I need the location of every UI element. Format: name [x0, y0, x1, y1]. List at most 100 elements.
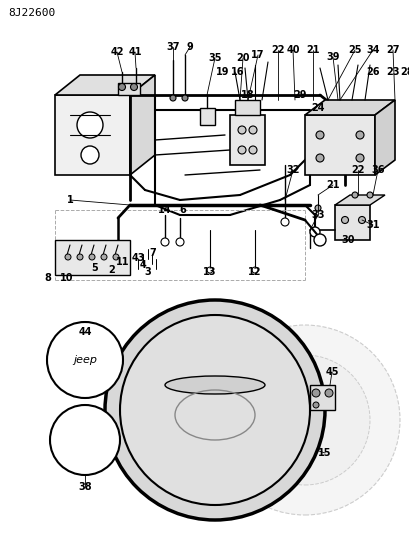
Text: 7: 7 — [149, 248, 156, 258]
Polygon shape — [304, 115, 374, 175]
Polygon shape — [229, 115, 264, 165]
Text: 34: 34 — [365, 45, 379, 55]
Circle shape — [81, 146, 99, 164]
Circle shape — [101, 254, 107, 260]
Polygon shape — [374, 100, 394, 175]
Circle shape — [237, 126, 245, 134]
Text: 27: 27 — [385, 45, 399, 55]
Polygon shape — [118, 83, 139, 95]
Polygon shape — [55, 95, 130, 175]
Text: 21: 21 — [306, 45, 319, 55]
Text: 38: 38 — [78, 482, 92, 492]
Polygon shape — [55, 240, 130, 275]
Circle shape — [324, 389, 332, 397]
Polygon shape — [130, 75, 155, 175]
Text: 45: 45 — [324, 367, 338, 377]
Circle shape — [47, 322, 123, 398]
Text: 42: 42 — [110, 47, 124, 57]
Circle shape — [314, 205, 320, 211]
Circle shape — [77, 112, 103, 138]
Circle shape — [248, 146, 256, 154]
Circle shape — [113, 254, 119, 260]
Text: 1: 1 — [66, 195, 73, 205]
Text: 9: 9 — [186, 42, 193, 52]
Circle shape — [355, 131, 363, 139]
Text: 15: 15 — [317, 448, 331, 458]
Text: 39: 39 — [326, 52, 339, 62]
Circle shape — [77, 254, 83, 260]
Text: 13: 13 — [203, 267, 216, 277]
Text: 11: 11 — [116, 257, 129, 267]
Text: 41: 41 — [128, 47, 142, 57]
Circle shape — [341, 216, 348, 223]
Text: jeep: jeep — [201, 401, 228, 415]
Circle shape — [280, 218, 288, 226]
Text: 19: 19 — [216, 67, 229, 77]
Text: 5: 5 — [91, 263, 98, 273]
Text: 24: 24 — [310, 103, 324, 113]
Circle shape — [209, 325, 399, 515]
Circle shape — [355, 154, 363, 162]
Circle shape — [237, 146, 245, 154]
Text: 36: 36 — [370, 165, 384, 175]
Polygon shape — [309, 385, 334, 410]
Text: 12: 12 — [247, 267, 261, 277]
Text: 30: 30 — [340, 235, 354, 245]
Circle shape — [170, 95, 175, 101]
Text: 2: 2 — [108, 265, 115, 275]
Circle shape — [315, 154, 323, 162]
Circle shape — [252, 267, 257, 273]
Text: 14: 14 — [158, 205, 171, 215]
Text: 3: 3 — [144, 267, 151, 277]
Text: 37: 37 — [166, 42, 179, 52]
Text: 21: 21 — [326, 180, 339, 190]
Text: 20: 20 — [236, 53, 249, 63]
Circle shape — [65, 254, 71, 260]
Circle shape — [182, 95, 188, 101]
Circle shape — [309, 227, 319, 237]
Text: 17: 17 — [251, 50, 264, 60]
Polygon shape — [334, 195, 384, 205]
Circle shape — [89, 254, 95, 260]
Text: jeep: jeep — [73, 355, 97, 365]
Circle shape — [105, 300, 324, 520]
Text: 32: 32 — [285, 165, 299, 175]
Text: 29: 29 — [292, 90, 306, 100]
Circle shape — [312, 402, 318, 408]
Circle shape — [351, 192, 357, 198]
Text: 23: 23 — [385, 67, 399, 77]
Circle shape — [313, 234, 325, 246]
Text: 44: 44 — [78, 327, 92, 337]
Text: 18: 18 — [240, 90, 254, 100]
Circle shape — [175, 238, 184, 246]
Circle shape — [50, 405, 120, 475]
Text: 26: 26 — [365, 67, 379, 77]
Polygon shape — [200, 108, 214, 125]
Text: 25: 25 — [347, 45, 361, 55]
Circle shape — [366, 192, 372, 198]
Circle shape — [130, 84, 137, 91]
Text: 10: 10 — [60, 273, 74, 283]
Text: 22: 22 — [271, 45, 284, 55]
Text: 43: 43 — [131, 253, 144, 263]
Text: jeep: jeep — [294, 415, 315, 425]
Text: 35: 35 — [208, 53, 221, 63]
Text: 8: 8 — [45, 273, 51, 283]
Ellipse shape — [164, 376, 264, 394]
Text: 31: 31 — [365, 220, 379, 230]
Text: 33: 33 — [310, 210, 324, 220]
Circle shape — [315, 131, 323, 139]
Text: 22: 22 — [351, 165, 364, 175]
Circle shape — [311, 389, 319, 397]
Circle shape — [161, 238, 169, 246]
Circle shape — [357, 216, 364, 223]
Text: 40: 40 — [285, 45, 299, 55]
Circle shape — [120, 315, 309, 505]
Circle shape — [248, 126, 256, 134]
Text: 6: 6 — [179, 205, 186, 215]
Text: 8J22600: 8J22600 — [8, 8, 55, 18]
Text: 16: 16 — [231, 67, 244, 77]
Polygon shape — [234, 100, 259, 115]
Circle shape — [118, 84, 125, 91]
Text: 28: 28 — [399, 67, 409, 77]
